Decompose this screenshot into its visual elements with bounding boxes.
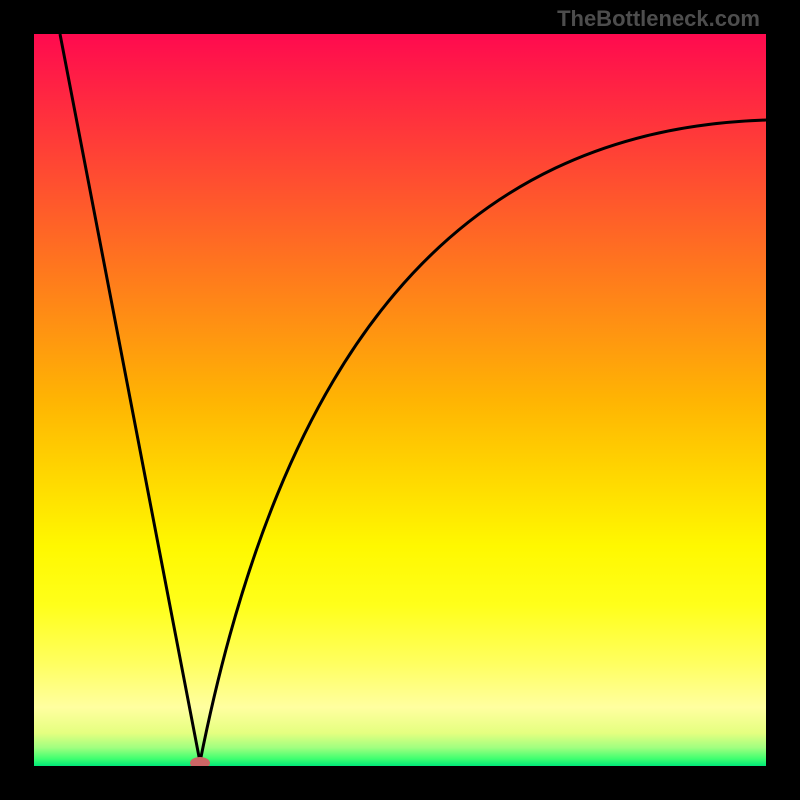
chart-container: TheBottleneck.com	[0, 0, 800, 800]
chart-svg	[0, 0, 800, 800]
border-right	[766, 0, 800, 800]
border-bottom	[0, 766, 800, 800]
gradient-background	[34, 34, 766, 766]
watermark-text: TheBottleneck.com	[557, 6, 760, 32]
border-left	[0, 0, 34, 800]
